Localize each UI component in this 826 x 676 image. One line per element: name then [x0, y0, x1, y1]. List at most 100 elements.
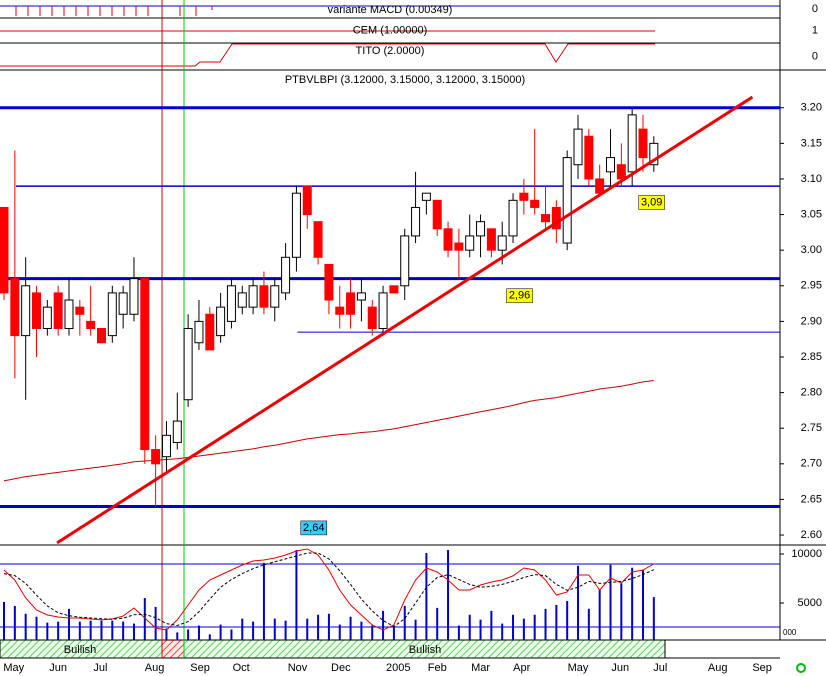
candle-body [584, 135, 594, 180]
x-tick-label: Aug [145, 662, 165, 674]
volume-bar [631, 567, 634, 640]
candle-body [356, 292, 366, 301]
x-tick-label: Jun [49, 662, 67, 674]
annotation-label: 2,64 [303, 522, 324, 534]
indicator-label: variante MACD (0.00349) [328, 4, 453, 16]
volume-bar [641, 569, 644, 640]
candle-body [421, 192, 431, 201]
volume-bar [3, 602, 6, 640]
candle-body [443, 228, 453, 251]
volume-bar [13, 605, 16, 640]
bullish-zone [0, 639, 666, 659]
candle-body [107, 292, 117, 337]
y-tick-label: 5000 [798, 597, 822, 609]
candle-body [497, 235, 507, 251]
signal-label: Bullish [409, 644, 441, 656]
chart-title: PTBVLBPI (3.12000, 3.15000, 3.12000, 3.1… [285, 74, 525, 86]
indicator-tick-label: 0 [812, 3, 818, 15]
volume-bar [371, 625, 374, 640]
indicator-label: TITO (2.0000) [356, 45, 425, 57]
volume-bar [447, 550, 450, 640]
volume-bar [143, 598, 146, 640]
volume-bar [111, 620, 114, 640]
candle-body [313, 221, 323, 258]
volume-bar [577, 565, 580, 640]
candle-body [302, 185, 312, 216]
annotation-label: 2,96 [509, 290, 530, 302]
volume-bar [555, 604, 558, 640]
volume-bar [598, 589, 601, 640]
x-tick-label: Oct [233, 662, 250, 674]
candle-body [519, 192, 529, 201]
y-tick-label: 2.75 [801, 422, 822, 434]
x-tick-label: Jul [93, 662, 107, 674]
annotation-label: 3,09 [641, 196, 662, 208]
volume-bar [382, 610, 385, 640]
candle-body [96, 328, 106, 344]
candle-body [194, 320, 204, 344]
volume-bar [241, 618, 244, 640]
indicator-strips [0, 5, 826, 71]
x-tick-label: Dec [331, 662, 351, 674]
volume-bar [620, 583, 623, 640]
signal-label: Bullish [64, 644, 96, 656]
volume-bar [219, 624, 222, 640]
volume-bar [349, 616, 352, 640]
candle-body [649, 142, 659, 166]
candle-body [595, 178, 605, 194]
volume-bar [360, 621, 363, 640]
volume-bar [273, 618, 276, 640]
volume-bar [295, 550, 298, 640]
volume-bar [522, 618, 525, 640]
volume-bar [566, 601, 569, 640]
candle-body [42, 306, 52, 330]
candle-body [573, 128, 583, 166]
volume-bar [468, 614, 471, 640]
annotation-box [638, 195, 665, 210]
signal-bar: Bullish Bullish [0, 639, 666, 659]
candle-body [10, 278, 20, 337]
indicator-label: CEM (1.00000) [353, 24, 428, 36]
y-tick-label: 2.95 [801, 280, 822, 292]
candle-body [411, 206, 421, 237]
volume-bar [490, 610, 493, 640]
y-tick-label: 2.85 [801, 351, 822, 363]
candle-body [31, 292, 41, 330]
volume-bar [652, 597, 655, 640]
candle-body [75, 306, 85, 315]
x-tick-label: Aug [708, 662, 728, 674]
annotation-box [506, 288, 533, 303]
tito-line [0, 43, 655, 67]
oscillator-line [3, 552, 655, 628]
candle-body [64, 299, 74, 330]
y-tick-label: 3.10 [801, 173, 822, 185]
candle-body [616, 164, 626, 180]
x-tick-label: Jul [653, 662, 667, 674]
candle-body [324, 263, 334, 301]
volume-bar [284, 620, 287, 640]
volume-bar [338, 624, 341, 640]
volume-bar [436, 607, 439, 640]
volume-bar [230, 629, 233, 640]
volume-bar [414, 619, 417, 640]
candle-body [291, 192, 301, 258]
candle-body [367, 306, 377, 330]
candle-body [21, 285, 31, 337]
candle-body [161, 434, 171, 458]
y-tick-label: 3.20 [801, 102, 822, 114]
candle-body [486, 228, 496, 251]
volume-bar [317, 614, 320, 640]
candle-body [270, 285, 280, 308]
volume-bar [67, 608, 70, 640]
y-tick-label: 2.65 [801, 493, 822, 505]
candle-body [335, 306, 345, 315]
volume-bar [252, 621, 255, 640]
strip-ticks [15, 6, 213, 16]
x-tick-label: Sep [752, 662, 772, 674]
candle-body [183, 328, 193, 401]
candle-body [454, 242, 464, 251]
y-tick-label: 10000 [791, 548, 822, 560]
candle-body [551, 206, 561, 230]
volume-bar [154, 606, 157, 640]
